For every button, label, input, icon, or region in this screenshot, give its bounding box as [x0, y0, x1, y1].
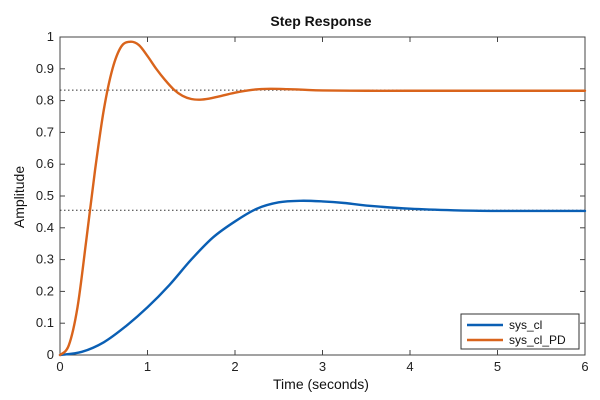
- x-axis-label: Time (seconds): [273, 376, 369, 392]
- y-tick-label: 0.9: [36, 61, 54, 76]
- plot-area-frame: [59, 36, 586, 356]
- x-tick-label: 5: [494, 359, 501, 374]
- legend-entry-label: sys_cl_PD: [509, 333, 566, 347]
- x-tick-label: 2: [231, 359, 238, 374]
- y-tick-label: 0.7: [36, 124, 54, 139]
- y-tick-label: 0.8: [36, 93, 54, 108]
- y-tick-label: 0.6: [36, 156, 54, 171]
- y-tick-label: 0.5: [36, 188, 54, 203]
- y-axis-label: Amplitude: [11, 166, 27, 228]
- series-line-sys-cl: [58, 199, 587, 357]
- series-line-sys-cl-PD: [58, 40, 587, 357]
- y-tick-label: 0.3: [36, 252, 54, 267]
- legend-entry-label: sys_cl: [509, 318, 542, 332]
- x-tick-label: 4: [406, 359, 413, 374]
- y-tick-label: 0.2: [36, 283, 54, 298]
- x-tick-label: 6: [581, 359, 588, 374]
- x-tick-label: 3: [319, 359, 326, 374]
- final-value-lines: [60, 89, 585, 211]
- series-lines: [58, 40, 587, 357]
- chart-title: Step Response: [270, 13, 371, 29]
- legend-box: [460, 313, 580, 350]
- x-tick-label: 1: [144, 359, 151, 374]
- y-tick-label: 0.1: [36, 315, 54, 330]
- y-tick-label: 1: [47, 29, 54, 44]
- axis-ticks: 0 1 2 3 4 5 6 0 0.1 0.2 0.3 0.4 0.5 0.6 0.7 0.8 0.9 1: [36, 29, 589, 374]
- y-tick-label: 0.4: [36, 220, 54, 235]
- y-tick-label: 0: [47, 347, 54, 362]
- x-tick-label: 0: [56, 359, 63, 374]
